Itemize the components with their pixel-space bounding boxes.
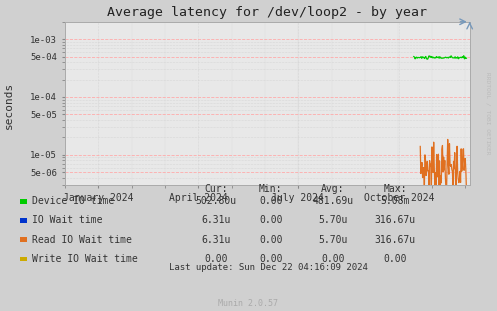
Text: 502.80u: 502.80u bbox=[196, 196, 237, 206]
Title: Average latency for /dev/loop2 - by year: Average latency for /dev/loop2 - by year bbox=[107, 6, 427, 19]
Text: Cur:: Cur: bbox=[204, 184, 228, 194]
Text: 481.69u: 481.69u bbox=[313, 196, 353, 206]
Text: 0.00: 0.00 bbox=[259, 196, 283, 206]
Text: Max:: Max: bbox=[383, 184, 407, 194]
Text: 5.70u: 5.70u bbox=[318, 235, 348, 245]
Text: 316.67u: 316.67u bbox=[375, 235, 415, 245]
Text: Read IO Wait time: Read IO Wait time bbox=[32, 235, 132, 245]
Text: Last update: Sun Dec 22 04:16:09 2024: Last update: Sun Dec 22 04:16:09 2024 bbox=[169, 263, 368, 272]
Text: Write IO Wait time: Write IO Wait time bbox=[32, 254, 138, 264]
Text: 0.00: 0.00 bbox=[259, 216, 283, 225]
Text: Min:: Min: bbox=[259, 184, 283, 194]
Text: 5.08m: 5.08m bbox=[380, 196, 410, 206]
Text: IO Wait time: IO Wait time bbox=[32, 216, 103, 225]
Text: Device IO time: Device IO time bbox=[32, 196, 114, 206]
Text: 0.00: 0.00 bbox=[321, 254, 345, 264]
Text: RRDTOOL / TOBI OETIKER: RRDTOOL / TOBI OETIKER bbox=[486, 72, 491, 155]
Text: seconds: seconds bbox=[4, 82, 14, 129]
Text: 0.00: 0.00 bbox=[259, 235, 283, 245]
Text: 0.00: 0.00 bbox=[259, 254, 283, 264]
Text: 316.67u: 316.67u bbox=[375, 216, 415, 225]
Text: 0.00: 0.00 bbox=[383, 254, 407, 264]
Text: 6.31u: 6.31u bbox=[201, 216, 231, 225]
Text: 6.31u: 6.31u bbox=[201, 235, 231, 245]
Text: 0.00: 0.00 bbox=[204, 254, 228, 264]
Text: 5.70u: 5.70u bbox=[318, 216, 348, 225]
Text: Munin 2.0.57: Munin 2.0.57 bbox=[219, 299, 278, 308]
Text: Avg:: Avg: bbox=[321, 184, 345, 194]
